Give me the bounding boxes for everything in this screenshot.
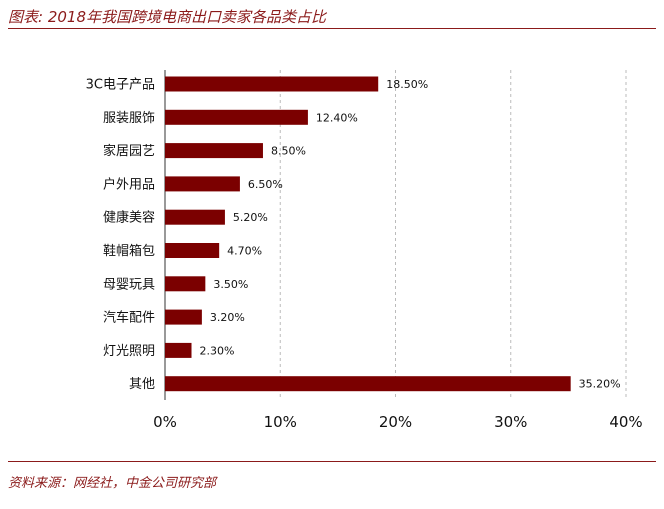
x-tick-label: 0% [153, 413, 177, 431]
value-label: 3.20% [210, 311, 245, 324]
x-tick-label: 40% [609, 413, 642, 431]
bar [165, 176, 240, 192]
bar [165, 109, 308, 125]
value-label: 2.30% [200, 344, 235, 357]
title-rule [8, 28, 656, 29]
value-label: 8.50% [271, 145, 306, 158]
x-tick-labels: 0% 10% 20% 30% 40% [153, 413, 643, 431]
bar [165, 276, 206, 292]
source-note: 资料来源：网经社，中金公司研究部 [8, 476, 217, 491]
category-label: 母婴玩具 [103, 277, 155, 292]
bar [165, 376, 571, 392]
value-label: 4.70% [227, 245, 262, 258]
category-label: 户外用品 [103, 176, 155, 192]
category-label: 健康美容 [103, 210, 155, 226]
bar [165, 342, 192, 358]
chart-title: 图表: 2018年我国跨境电商出口卖家各品类占比 [8, 8, 326, 26]
source-rule [8, 461, 656, 462]
x-tick-label: 20% [379, 413, 412, 431]
x-tick-label: 30% [494, 413, 527, 431]
category-label: 灯光照明 [103, 344, 155, 359]
value-labels: 18.50% 12.40% 8.50% 6.50% 5.20% 4.70% 3.50% 3.2… [200, 78, 621, 391]
category-label: 其他 [129, 377, 155, 392]
category-label: 家居园艺 [103, 143, 155, 159]
value-label: 18.50% [386, 78, 428, 91]
value-label: 35.20% [579, 378, 621, 391]
bar [165, 209, 225, 225]
category-label: 服装服饰 [103, 111, 155, 126]
bars [165, 76, 571, 392]
bar [165, 309, 202, 325]
category-label: 汽车配件 [103, 310, 155, 326]
value-label: 6.50% [248, 178, 283, 191]
value-label: 12.40% [316, 111, 358, 124]
bar [165, 76, 379, 92]
value-label: 5.20% [233, 211, 268, 224]
gridlines [279, 70, 627, 400]
category-label: 鞋帽箱包 [103, 243, 155, 259]
bar [165, 143, 263, 159]
value-label: 3.50% [213, 278, 248, 291]
x-tick-label: 10% [264, 413, 297, 431]
bar [165, 243, 220, 258]
category-label: 3C电子产品 [86, 78, 155, 93]
